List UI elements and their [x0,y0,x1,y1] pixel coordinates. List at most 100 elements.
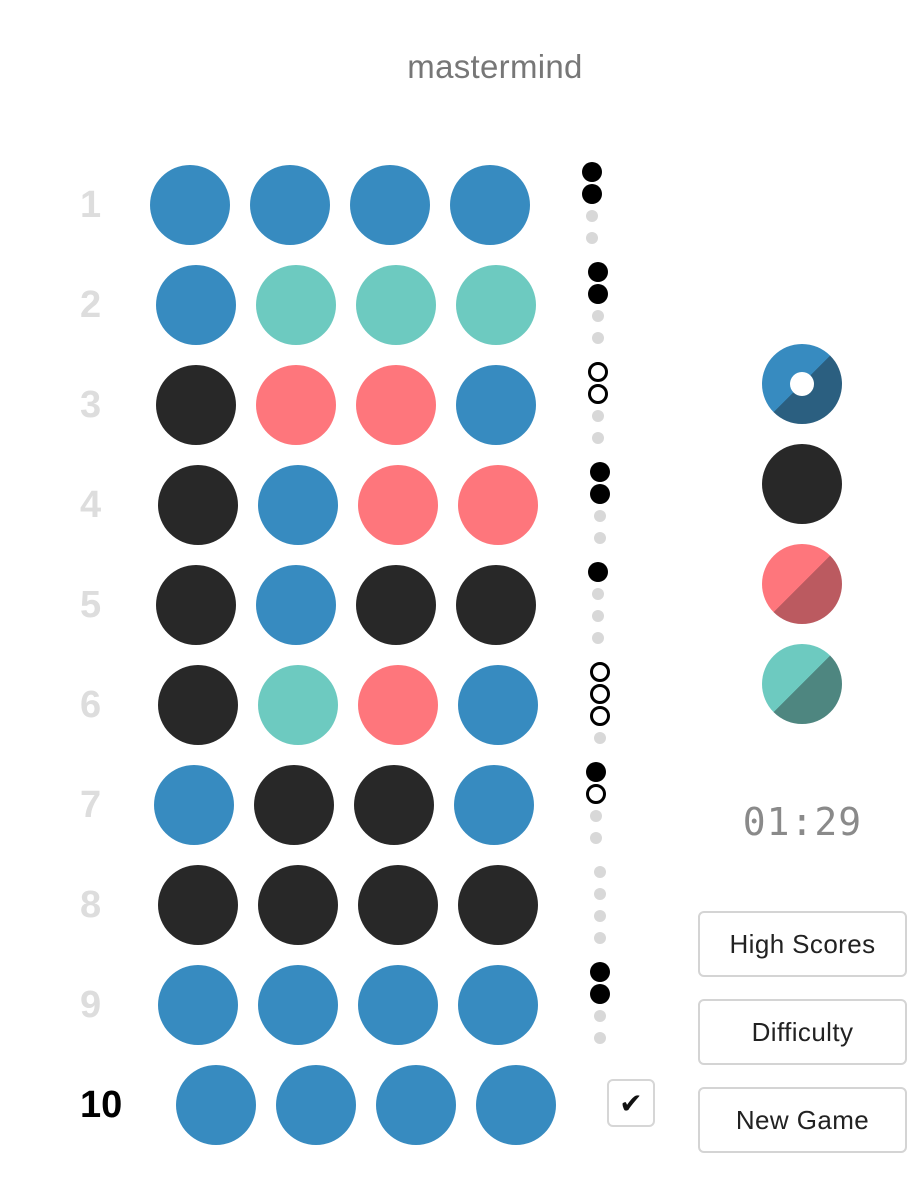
exact-match-pin [588,262,608,282]
feedback-pins [584,755,608,855]
palette-notch [790,572,814,596]
palette-color-red[interactable] [762,544,842,624]
color-match-pin [588,362,608,382]
guess-slot[interactable] [176,1065,256,1145]
color-match-pin [586,784,606,804]
exact-match-pin [582,162,602,182]
row-number: 2 [80,284,102,326]
guess-peg [256,565,336,645]
guess-row: 8 [0,855,700,955]
guess-row: 6 [0,655,700,755]
guess-peg [456,265,536,345]
empty-pin [594,1010,606,1022]
empty-pin [592,610,604,622]
guess-peg [150,165,230,245]
guess-row: 1 [0,155,700,255]
guess-peg [258,965,338,1045]
guess-peg [250,165,330,245]
guess-slot[interactable] [376,1065,456,1145]
guess-peg [350,165,430,245]
empty-pin [594,932,606,944]
exact-match-pin [590,984,610,1004]
selected-indicator [790,372,814,396]
guess-peg [356,365,436,445]
empty-pin [586,232,598,244]
empty-pin [586,210,598,222]
palette-color-teal[interactable] [762,644,842,724]
feedback-pins [588,455,612,555]
high-scores-button[interactable]: High Scores [698,911,907,977]
guess-peg [358,965,438,1045]
guess-peg [356,265,436,345]
palette-notch [790,672,814,696]
empty-pin [592,332,604,344]
empty-pin [590,832,602,844]
guess-peg [258,665,338,745]
exact-match-pin [588,562,608,582]
guess-peg [254,765,334,845]
row-number: 8 [80,884,102,926]
color-match-pin [590,706,610,726]
guess-peg [156,565,236,645]
palette-color-blue[interactable] [762,344,842,424]
guess-peg [256,365,336,445]
exact-match-pin [590,484,610,504]
guess-peg [458,865,538,945]
empty-pin [590,810,602,822]
empty-pin [592,588,604,600]
color-match-pin [590,684,610,704]
guess-peg [458,965,538,1045]
row-number: 1 [80,184,102,226]
empty-pin [594,910,606,922]
row-number: 9 [80,984,102,1026]
guess-peg [258,465,338,545]
row-number: 3 [80,384,102,426]
palette-color-black[interactable] [762,444,842,524]
feedback-pins [588,955,612,1055]
empty-pin [592,632,604,644]
feedback-pins [586,555,610,655]
empty-pin [594,510,606,522]
feedback-pins [588,655,612,755]
empty-pin [592,310,604,322]
guess-row: 7 [0,755,700,855]
guess-peg [258,865,338,945]
empty-pin [594,732,606,744]
exact-match-pin [588,284,608,304]
row-number: 10 [80,1084,123,1126]
guess-peg [458,465,538,545]
guess-slot[interactable] [476,1065,556,1145]
guess-peg [358,865,438,945]
exact-match-pin [586,762,606,782]
guess-row: 5 [0,555,700,655]
color-match-pin [588,384,608,404]
row-number: 7 [80,784,102,826]
guess-peg [354,765,434,845]
empty-pin [592,432,604,444]
game-title: mastermind [407,48,583,85]
exact-match-pin [582,184,602,204]
guess-peg [158,665,238,745]
new-game-button[interactable]: New Game [698,1087,907,1153]
guess-peg [158,465,238,545]
feedback-pins [586,355,610,455]
guess-row: 9 [0,955,700,1055]
guess-row: 3 [0,355,700,455]
difficulty-button[interactable]: Difficulty [698,999,907,1065]
current-guess-row: 10 [0,1055,700,1155]
guess-peg [154,765,234,845]
submit-guess-button[interactable]: ✔ [607,1079,655,1127]
row-number: 6 [80,684,102,726]
exact-match-pin [590,462,610,482]
guess-peg [456,365,536,445]
guess-peg [156,265,236,345]
feedback-pins [586,255,610,355]
guess-peg [456,565,536,645]
guess-slot[interactable] [276,1065,356,1145]
feedback-pins [580,155,604,255]
guess-peg [256,265,336,345]
row-number: 5 [80,584,102,626]
empty-pin [594,888,606,900]
color-match-pin [590,662,610,682]
guess-peg [454,765,534,845]
